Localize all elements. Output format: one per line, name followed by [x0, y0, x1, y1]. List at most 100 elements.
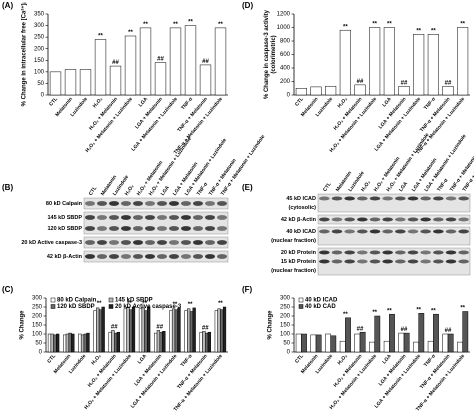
- y-tick-label: 150: [34, 58, 45, 64]
- blot-band: [204, 215, 216, 220]
- blot-band: [445, 217, 457, 222]
- lane-label: CTL: [88, 185, 98, 196]
- bar: [96, 307, 100, 353]
- bar: [138, 308, 143, 353]
- bar: [114, 332, 118, 353]
- y-tick-label: 1000: [277, 25, 291, 31]
- bar: [144, 310, 148, 353]
- annotation: ##: [202, 59, 209, 65]
- annotation: **: [97, 301, 102, 307]
- panel-label: (F): [242, 285, 253, 294]
- bar: [123, 308, 127, 353]
- annotation: **: [343, 24, 348, 30]
- blot-band: [192, 201, 204, 206]
- blot-band: [420, 217, 431, 222]
- y-tick-label: 150: [32, 323, 43, 329]
- y-tick-label: 1200: [277, 12, 291, 18]
- bar: [217, 308, 221, 353]
- annotation: **: [173, 302, 178, 308]
- panel-label: (B): [2, 183, 13, 192]
- y-tick-label: 50: [35, 341, 42, 347]
- annotation: ##: [202, 325, 209, 331]
- annotation: **: [416, 307, 421, 313]
- row-label: 80 kD Calpain: [46, 201, 83, 207]
- blot-band: [420, 259, 431, 264]
- blot-band: [369, 259, 381, 264]
- blot-band: [458, 250, 469, 255]
- lane-label: LGA: [160, 185, 171, 197]
- y-tick-label: 300: [32, 296, 43, 302]
- blot-band: [395, 217, 406, 222]
- blot-strip: [83, 197, 229, 210]
- blot-band: [132, 215, 144, 220]
- bar: [187, 308, 191, 353]
- bar: [389, 313, 395, 353]
- blot-band: [420, 250, 431, 255]
- blot-band: [433, 229, 444, 234]
- bar: [403, 332, 410, 353]
- y-tick-label: 200: [32, 314, 43, 320]
- blot-band: [331, 217, 343, 222]
- annotation: ##: [156, 324, 163, 330]
- blot-band: [84, 240, 96, 245]
- bar: [433, 313, 439, 353]
- y-tick-label: 100: [34, 69, 45, 75]
- annotation: **: [343, 312, 348, 318]
- annotation: **: [460, 22, 465, 28]
- blot-strip: [317, 247, 471, 276]
- annotation: **: [431, 28, 436, 34]
- legend-label: 20 kD Active caspase-3: [115, 304, 182, 310]
- annotation: ##: [401, 80, 408, 86]
- bar: [141, 307, 145, 353]
- blot-band: [395, 229, 406, 234]
- bar: [359, 331, 366, 353]
- y-axis-label: % Change: [20, 310, 26, 340]
- blot-band: [395, 259, 406, 264]
- blot-band: [319, 196, 330, 201]
- bar: [457, 27, 469, 96]
- bar: [56, 333, 60, 353]
- bar: [222, 306, 227, 353]
- bar: [413, 341, 419, 353]
- blot-band: [433, 250, 444, 255]
- annotation: **: [387, 22, 392, 28]
- bar: [205, 332, 209, 353]
- bar: [398, 332, 405, 353]
- bar: [427, 340, 434, 353]
- blot-band: [132, 201, 144, 206]
- blot-band: [120, 226, 132, 231]
- bar: [156, 330, 161, 353]
- blot-band: [331, 250, 343, 255]
- y-axis-label: % Change in intracellular free [Ca²⁺]ᵢ: [21, 2, 28, 106]
- bar: [147, 306, 151, 353]
- row-label: (cytosolic): [288, 205, 316, 211]
- bar: [383, 340, 390, 353]
- x-tick-label: CTL: [294, 96, 305, 107]
- bar: [83, 333, 87, 353]
- lane-label: H₂O₂: [124, 184, 136, 197]
- bar: [199, 331, 203, 353]
- blot-band: [382, 217, 393, 222]
- bar: [295, 88, 307, 96]
- row-label: 145 kD SBDP: [47, 215, 82, 221]
- blot-band: [108, 215, 120, 220]
- bar: [68, 332, 72, 353]
- blot-band: [369, 250, 381, 255]
- x-tick-label: CTL: [48, 96, 59, 107]
- row-label: 20 kD Active caspase-3: [21, 240, 82, 246]
- bar: [184, 25, 197, 96]
- x-tick-label: LGA: [137, 353, 149, 365]
- y-tick-label: 250: [32, 305, 43, 311]
- bar: [310, 86, 322, 96]
- bar: [447, 333, 454, 353]
- legend-label: 80 kD Calpain: [57, 298, 97, 304]
- blot-band: [204, 254, 216, 259]
- blot-band: [156, 240, 168, 245]
- blot-band: [344, 217, 355, 222]
- blot-band: [84, 201, 96, 206]
- annotation: **: [188, 302, 193, 308]
- blot-band: [192, 215, 204, 220]
- y-tick-label: 350: [34, 12, 45, 18]
- annotation: **: [142, 301, 147, 307]
